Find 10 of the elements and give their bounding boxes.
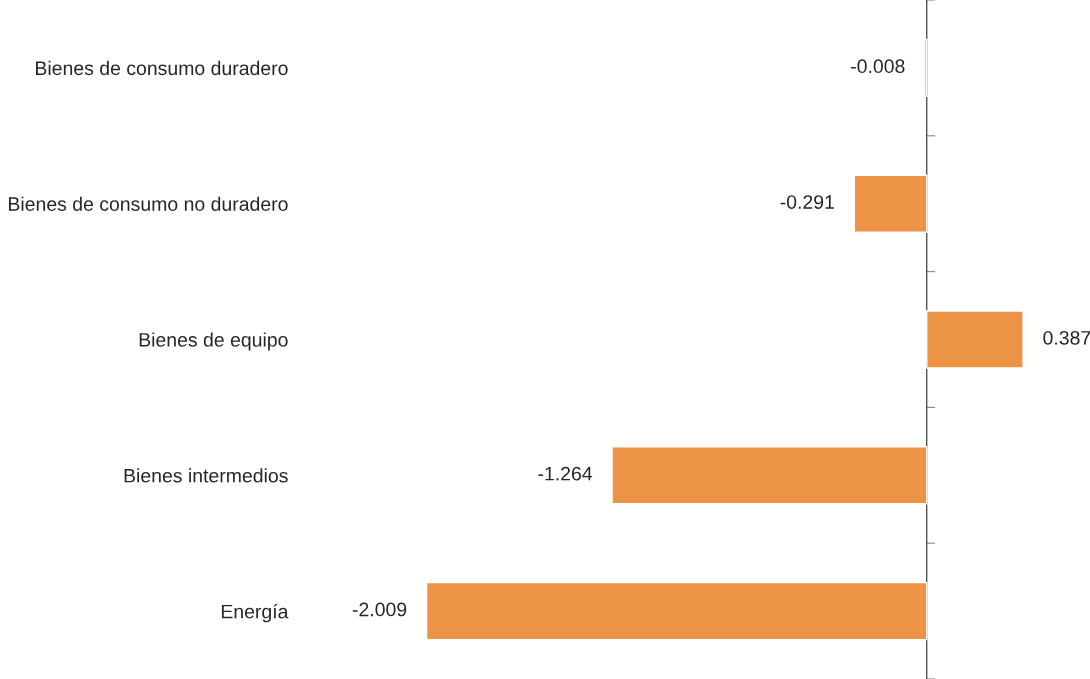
- y-tick-label: Energía: [221, 603, 289, 623]
- y-tick-label: Bienes de equipo: [139, 332, 288, 351]
- data-label: -0.008: [851, 59, 905, 74]
- y-tick-label: Bienes de consumo no duradero: [8, 196, 288, 211]
- data-label: -0.291: [780, 195, 834, 209]
- data-label: -1.264: [538, 466, 593, 481]
- y-tick-label: Bienes intermedios: [124, 468, 288, 483]
- y-tick-label: Bienes de consumo duradero: [36, 60, 288, 76]
- data-label: 0.387: [1043, 330, 1090, 345]
- data-label: -2.009: [352, 602, 407, 617]
